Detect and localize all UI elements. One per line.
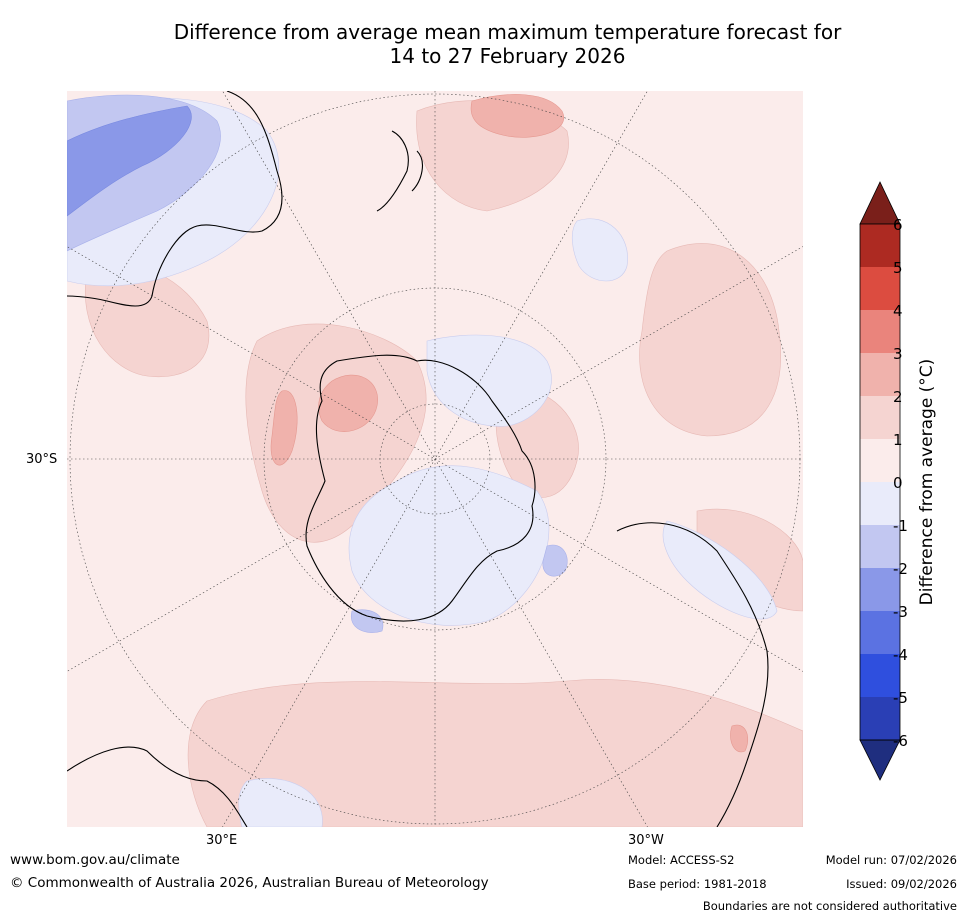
longitude-label-30w: 30°W — [628, 833, 664, 848]
warm-region-southern-ocean — [187, 679, 803, 827]
colorbar-segment-m5-m4 — [860, 654, 900, 697]
cold-region-drake-passage — [542, 544, 568, 577]
footer-model: Model: ACCESS-S2 — [628, 853, 735, 867]
colorbar-segment-m6-m5 — [860, 697, 900, 740]
colorbar-segment-0-1 — [860, 439, 900, 482]
cool-region-south-africa — [238, 778, 323, 827]
colorbar-tick-m6: -6 — [893, 732, 908, 750]
graticule — [67, 91, 803, 827]
colorbar-segment-m1-0 — [860, 482, 900, 525]
cold-region-east-antarctic-coast — [350, 609, 384, 633]
footer-base-period: Base period: 1981-2018 — [628, 877, 767, 891]
footer-copyright: © Commonwealth of Australia 2026, Austra… — [10, 875, 489, 891]
colorbar-segment-m3-m2 — [860, 568, 900, 611]
colorbar: 6 5 4 3 2 1 0 -1 -2 -3 -4 -5 -6 — [859, 181, 908, 781]
colorbar-tick-2: 2 — [893, 388, 903, 406]
colorbar-tick-m5: -5 — [893, 689, 908, 707]
coastlines — [67, 91, 769, 827]
warm-region-south-atlantic — [639, 243, 781, 437]
colorbar-tick-0: 0 — [893, 474, 903, 492]
cool-region-amundsen — [426, 334, 552, 427]
colorbar-tick-6: 6 — [893, 216, 903, 234]
colorbar-segment-5-6 — [860, 224, 900, 267]
longitude-label-30e: 30°E — [206, 833, 238, 848]
colorbar-tick-4: 4 — [893, 302, 903, 320]
map-title-line1: Difference from average mean maximum tem… — [173, 20, 842, 44]
colorbar-segment-m2-m1 — [860, 525, 900, 568]
africa-coastline — [67, 746, 248, 827]
map-canvas — [67, 91, 803, 827]
footer-model-run: Model run: 07/02/2026 — [825, 853, 957, 867]
colorbar-tick-3: 3 — [893, 345, 903, 363]
colder-region-indian-ocean — [67, 105, 192, 217]
colorbar-tick-m3: -3 — [893, 603, 908, 621]
colorbar-segment-3-4 — [860, 310, 900, 353]
south-america-coastline — [616, 522, 769, 827]
australia-coastline — [67, 91, 283, 307]
map-title: Difference from average mean maximum tem… — [0, 20, 965, 68]
hot-region-wilkes — [270, 390, 298, 466]
colorbar-segment-m4-m3 — [860, 611, 900, 654]
map-title-line2: 14 to 27 February 2026 — [389, 44, 626, 68]
footer-issued: Issued: 09/02/2026 — [846, 877, 957, 891]
hot-region-andes — [730, 724, 749, 753]
colorbar-tick-5: 5 — [893, 259, 903, 277]
colorbar-tick-m1: -1 — [893, 517, 908, 535]
colorbar-tick-m2: -2 — [893, 560, 908, 578]
footer-website: www.bom.gov.au/climate — [10, 852, 180, 868]
forecast-map — [67, 91, 803, 827]
footer-disclaimer: Boundaries are not considered authoritat… — [702, 899, 957, 913]
antarctica-coastline — [305, 354, 536, 622]
cool-region-patagonia — [662, 520, 778, 620]
cool-region-east-antarctica — [348, 465, 550, 626]
colorbar-segment-1-2 — [860, 396, 900, 439]
colorbar-segment-4-5 — [860, 267, 900, 310]
hot-region-tasman — [470, 94, 564, 138]
cool-region-south-pacific — [571, 218, 628, 282]
new-zealand-coastline — [376, 130, 423, 212]
colorbar-tick-1: 1 — [893, 431, 903, 449]
colorbar-tick-m4: -4 — [893, 646, 908, 664]
colorbar-segment-2-3 — [860, 353, 900, 396]
colorbar-title: Difference from average (°C) — [917, 358, 937, 606]
latitude-label-30s: 30°S — [26, 452, 58, 467]
